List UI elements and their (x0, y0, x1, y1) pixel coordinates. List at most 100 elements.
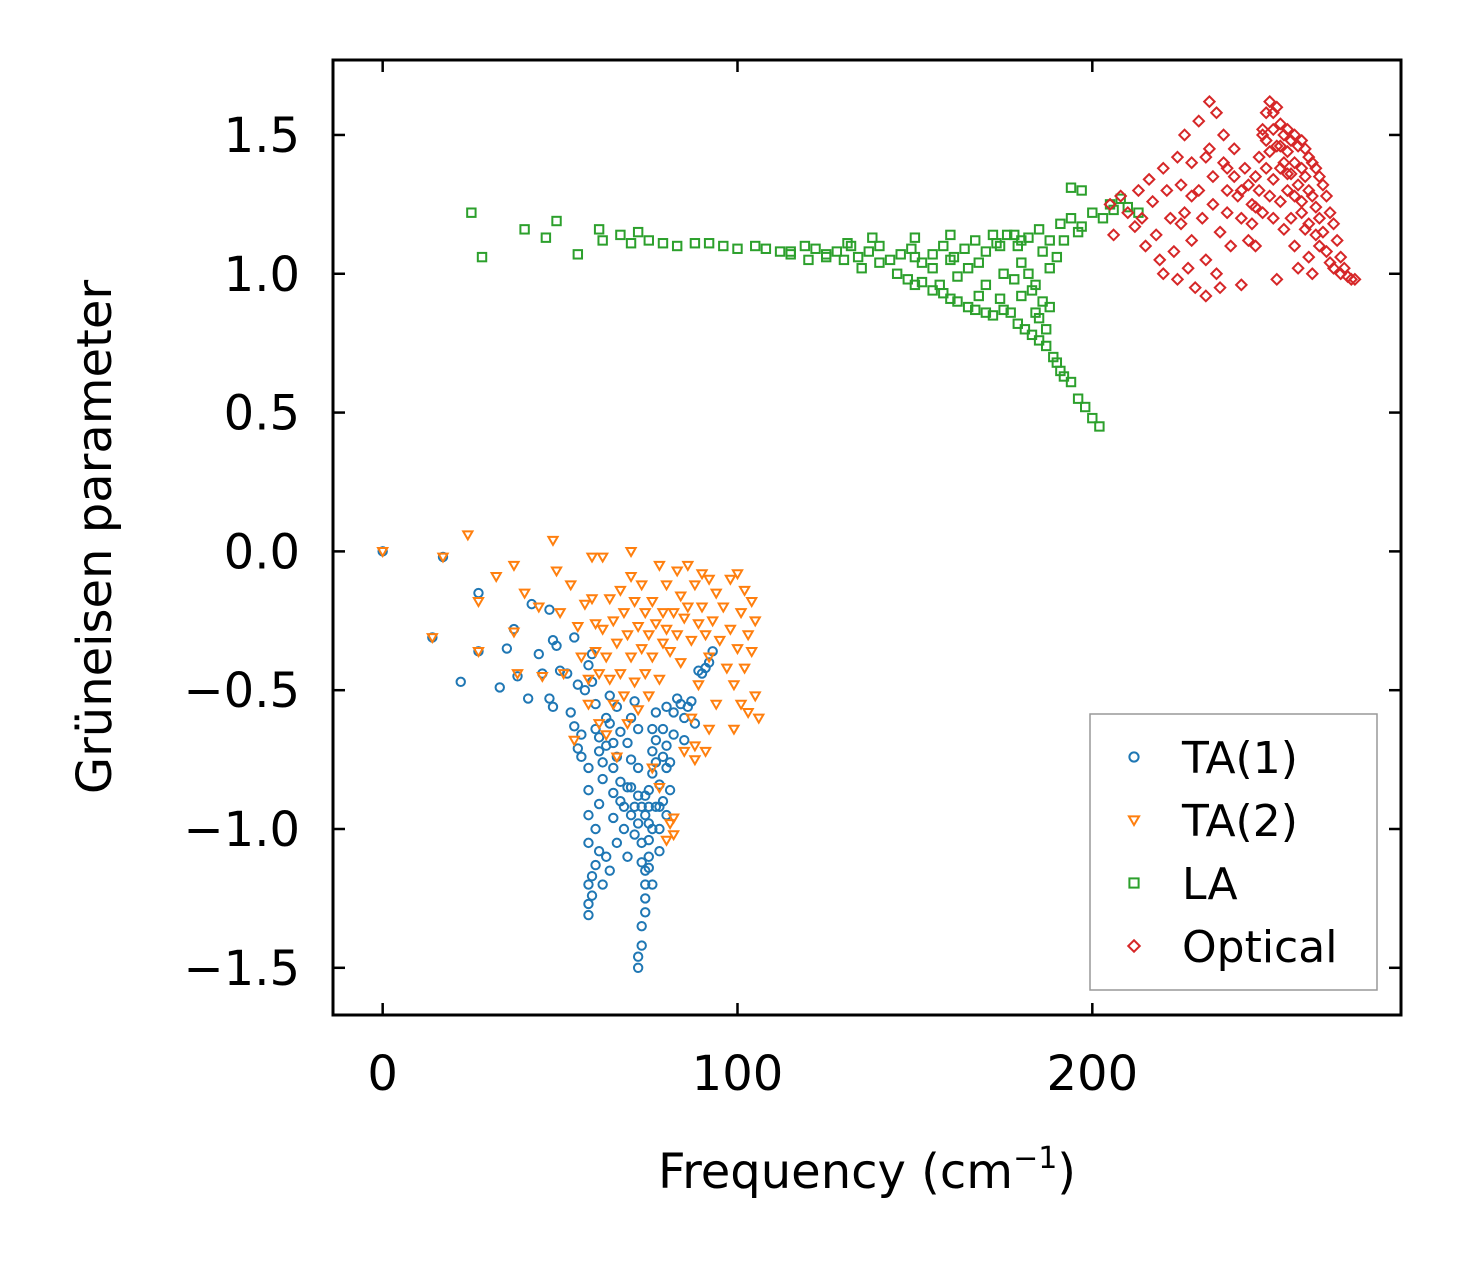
point-ta-1 (661, 701, 672, 713)
point-ta-2 (738, 585, 751, 597)
point-ta-2 (741, 708, 755, 720)
point-la (799, 240, 811, 252)
point-la (945, 229, 956, 241)
point-la (1016, 235, 1027, 246)
point-ta-1 (632, 723, 644, 735)
legend-label: LA (1182, 859, 1238, 910)
point-ta-1 (654, 846, 665, 857)
point-la (615, 229, 626, 241)
legend-marker-0 (1128, 751, 1140, 763)
point-optical (1280, 144, 1295, 159)
point-ta-2 (511, 669, 524, 681)
point-ta-2 (674, 658, 688, 670)
point-ta-1 (590, 723, 601, 735)
point-ta-1 (597, 757, 608, 768)
point-la (987, 310, 999, 321)
point-ta-1 (647, 879, 658, 890)
point-ta-2 (425, 633, 439, 645)
plot-frame (331, 58, 1403, 1017)
point-ta-1 (583, 898, 594, 910)
point-optical (1323, 206, 1337, 220)
point-ta-2 (596, 552, 610, 564)
point-la (852, 251, 864, 263)
point-ta-1 (703, 657, 715, 668)
point-la (1037, 296, 1048, 307)
point-ta-2 (532, 602, 546, 614)
point-la (540, 232, 552, 243)
point-ta-2 (656, 608, 670, 620)
point-optical (1184, 189, 1199, 203)
point-la (994, 240, 1006, 252)
point-la (863, 246, 874, 257)
point-la (785, 246, 796, 257)
point-la (1019, 324, 1031, 335)
point-ta-1 (593, 846, 605, 857)
point-optical (1149, 228, 1163, 242)
point-optical (1184, 156, 1199, 170)
point-ta-2 (716, 602, 730, 614)
point-ta-1 (647, 768, 658, 779)
point-ta-2 (741, 630, 755, 642)
point-ta-2 (660, 580, 673, 592)
point-optical (1287, 239, 1302, 253)
point-ta-2 (692, 680, 705, 692)
point-ta-1 (583, 660, 594, 671)
point-la (891, 268, 903, 279)
point-ta-1 (583, 762, 594, 774)
point-ta-1 (622, 851, 633, 862)
point-ta-1 (664, 757, 676, 768)
point-optical (1287, 128, 1302, 142)
point-ta-2 (674, 591, 688, 603)
point-optical (1298, 169, 1312, 184)
point-optical (1316, 178, 1330, 192)
point-la (750, 240, 761, 252)
point-optical (1128, 219, 1142, 234)
point-ta-2 (610, 638, 624, 650)
point-la (938, 240, 949, 252)
point-ta-2 (582, 699, 595, 711)
point-optical (1287, 189, 1302, 203)
point-optical (1135, 211, 1149, 225)
point-optical (1263, 144, 1277, 159)
point-optical (1348, 272, 1362, 286)
point-ta-1 (576, 751, 587, 763)
point-optical (1312, 239, 1327, 253)
point-ta-2 (571, 621, 585, 633)
point-optical (1255, 122, 1270, 137)
point-ta-1 (625, 754, 637, 765)
point-ta-1 (586, 890, 598, 901)
point-ta-2 (695, 602, 709, 614)
point-ta-2 (695, 569, 709, 581)
point-ta-2 (567, 735, 581, 747)
point-optical (1209, 106, 1224, 120)
x-axis-label: Frequency (cm−1) (658, 1141, 1076, 1200)
point-ta-1 (604, 718, 615, 729)
point-optical (1266, 172, 1280, 187)
point-ta-1 (640, 893, 651, 904)
point-ta-2 (507, 627, 521, 639)
point-ta-2 (706, 616, 720, 628)
point-ta-1 (583, 784, 594, 796)
point-ta-2 (649, 619, 663, 631)
point-ta-1 (640, 907, 651, 918)
point-optical (1280, 167, 1295, 181)
point-ta-1 (522, 693, 534, 704)
point-la (1051, 251, 1063, 263)
point-ta-1 (583, 879, 594, 890)
point-ta-2 (606, 699, 620, 711)
point-ta-2 (436, 552, 450, 564)
point-ta-2 (685, 713, 698, 725)
point-optical (1302, 217, 1316, 231)
point-optical (1177, 206, 1192, 220)
point-optical (1220, 161, 1234, 175)
point-ta-1 (593, 746, 605, 757)
point-la (1009, 274, 1020, 285)
point-ta-2 (692, 619, 705, 631)
point-ta-2 (663, 819, 677, 831)
point-la (1087, 412, 1098, 424)
point-la (519, 224, 530, 235)
point-la (945, 254, 956, 266)
point-ta-2 (596, 624, 610, 636)
point-ta-2 (660, 835, 673, 847)
point-ta-2 (713, 635, 727, 647)
